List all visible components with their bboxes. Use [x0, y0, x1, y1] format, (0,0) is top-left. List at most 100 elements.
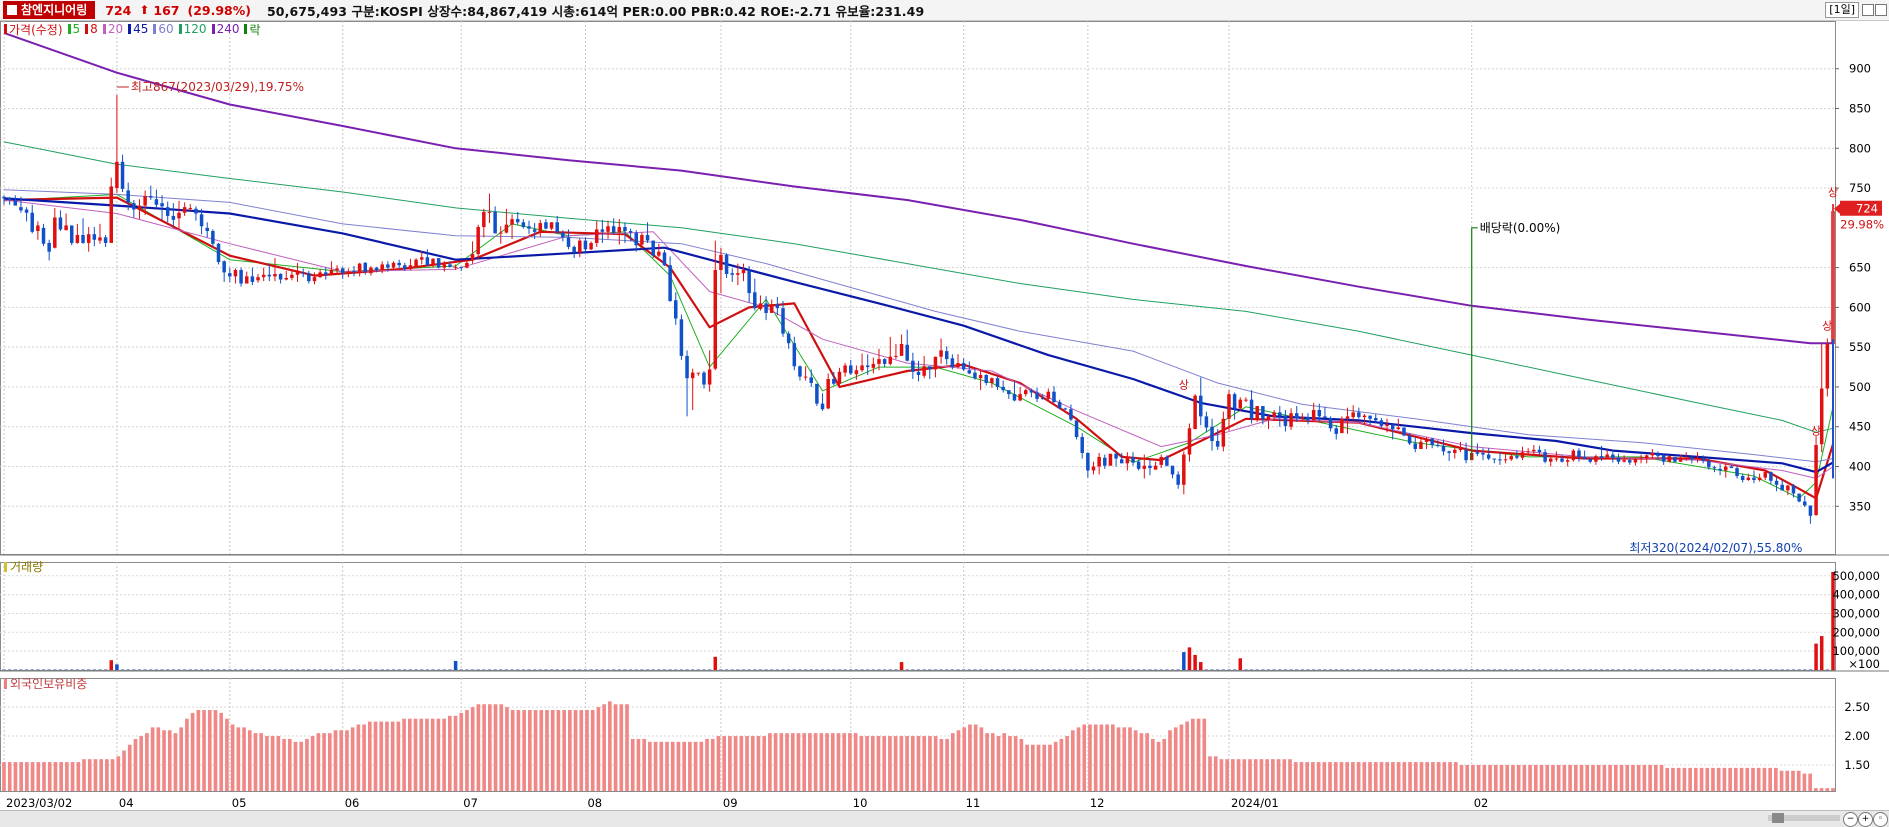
candle-body: [1001, 386, 1005, 391]
candle-body: [1554, 458, 1559, 460]
candle: [312, 272, 317, 285]
foreign-bar: [476, 704, 481, 791]
close-icon[interactable]: [1875, 4, 1887, 16]
foreign-bar: [688, 741, 692, 791]
volume-bar-baseline: [165, 669, 170, 670]
zoom-reset-icon[interactable]: ◦: [1873, 812, 1888, 827]
candle: [888, 336, 893, 366]
candle: [109, 177, 114, 243]
candle-body: [696, 372, 701, 374]
foreign-bar: [76, 762, 81, 791]
stock-chart[interactable]: 900 850 800 750 650 600 550 500 450 400 350 500,000…: [0, 21, 1889, 810]
candle: [459, 266, 463, 271]
price-tag-box: [1840, 200, 1882, 216]
foreign-bar: [1379, 762, 1384, 791]
candle-body: [1673, 456, 1677, 462]
candle: [1323, 406, 1327, 418]
legend-item-8[interactable]: 락: [244, 21, 261, 38]
candle-body: [606, 226, 610, 232]
foreign-bar: [1065, 736, 1069, 791]
legend-item-2[interactable]: 8: [85, 22, 98, 36]
volume-bar-baseline: [408, 669, 413, 670]
candle-body: [1814, 445, 1818, 516]
foreign-bar: [962, 727, 967, 791]
volume-bar-baseline: [594, 669, 599, 670]
candle: [1616, 453, 1621, 465]
legend-item-7[interactable]: 240: [211, 22, 239, 36]
candle: [1786, 484, 1790, 496]
price-tick-label: 750: [1849, 181, 1871, 195]
zoom-out-icon[interactable]: −: [1843, 812, 1858, 827]
legend-item-5[interactable]: 60: [153, 22, 174, 36]
bottom-scroll-bar[interactable]: − + ◦: [0, 810, 1889, 827]
foreign-bar: [47, 762, 52, 791]
foreign-bar: [1351, 762, 1355, 791]
candle-body: [41, 227, 46, 244]
candle-body: [860, 365, 864, 371]
candle: [98, 223, 102, 244]
volume-bar-baseline: [865, 669, 870, 670]
candle: [1035, 387, 1039, 403]
foreign-bar: [339, 730, 344, 791]
candle: [1628, 458, 1632, 465]
candle: [1402, 427, 1406, 437]
candle: [719, 247, 723, 294]
candle: [1328, 416, 1333, 432]
candle: [318, 269, 322, 278]
volume-bar-baseline: [736, 669, 740, 670]
candle: [1690, 456, 1694, 464]
candle: [408, 258, 413, 270]
candle-body: [1108, 453, 1113, 466]
candle: [81, 218, 85, 244]
candle-body: [1498, 459, 1502, 461]
minimize-icon[interactable]: [1862, 4, 1874, 16]
candle-body: [1464, 449, 1468, 461]
foreign-bar: [1511, 764, 1515, 791]
candle-body: [1458, 448, 1463, 450]
legend-item-0[interactable]: 가격(수정): [4, 21, 63, 38]
legend-item-4[interactable]: 45: [128, 22, 148, 36]
legend-item-1[interactable]: 5: [67, 22, 80, 36]
candle: [1300, 413, 1305, 422]
foreign-bar: [848, 733, 852, 791]
candle: [781, 301, 785, 337]
candle: [1362, 413, 1367, 425]
volume-bar-baseline: [86, 669, 91, 670]
foreign-bar: [1030, 744, 1035, 791]
period-button[interactable]: [1일]: [1825, 2, 1859, 18]
candle-body: [205, 227, 209, 232]
foreign-bar: [1053, 741, 1058, 791]
volume-bar-baseline: [538, 669, 543, 670]
stock-name[interactable]: 참엔지니어링: [3, 1, 96, 19]
legend-item-3[interactable]: 20: [102, 22, 123, 36]
foreign-bar: [1688, 767, 1692, 791]
foreign-bar: [910, 736, 915, 791]
scroll-track[interactable]: [1768, 815, 1840, 821]
candle-body: [352, 270, 356, 272]
zoom-in-icon[interactable]: +: [1858, 812, 1873, 827]
foreign-bar: [1116, 727, 1121, 791]
foreign-bar: [1642, 764, 1647, 791]
foreign-bar: [1619, 764, 1624, 791]
candle: [984, 374, 988, 386]
candle-body: [1661, 455, 1666, 462]
foreign-bar: [1202, 718, 1207, 791]
candle-body: [1786, 485, 1790, 491]
scroll-thumb[interactable]: [1772, 813, 1784, 823]
legend-item-6[interactable]: 120: [178, 22, 207, 36]
foreign-bar: [225, 718, 229, 791]
foreign-tick-label: 1.50: [1844, 758, 1870, 772]
foreign-bar: [93, 759, 98, 791]
volume-bar-baseline: [278, 669, 283, 670]
foreign-bar: [602, 704, 606, 791]
candle-body: [1430, 438, 1434, 446]
ma-line-20: [3, 199, 1834, 479]
candle-body: [1227, 394, 1231, 419]
candle-body: [1526, 451, 1530, 453]
candle-body: [1740, 476, 1745, 481]
foreign-bar: [1676, 767, 1681, 791]
volume-bar-baseline: [403, 669, 407, 670]
candle-body: [482, 211, 486, 228]
candle-body: [273, 273, 277, 277]
date-tick-label: 02: [1474, 796, 1489, 810]
